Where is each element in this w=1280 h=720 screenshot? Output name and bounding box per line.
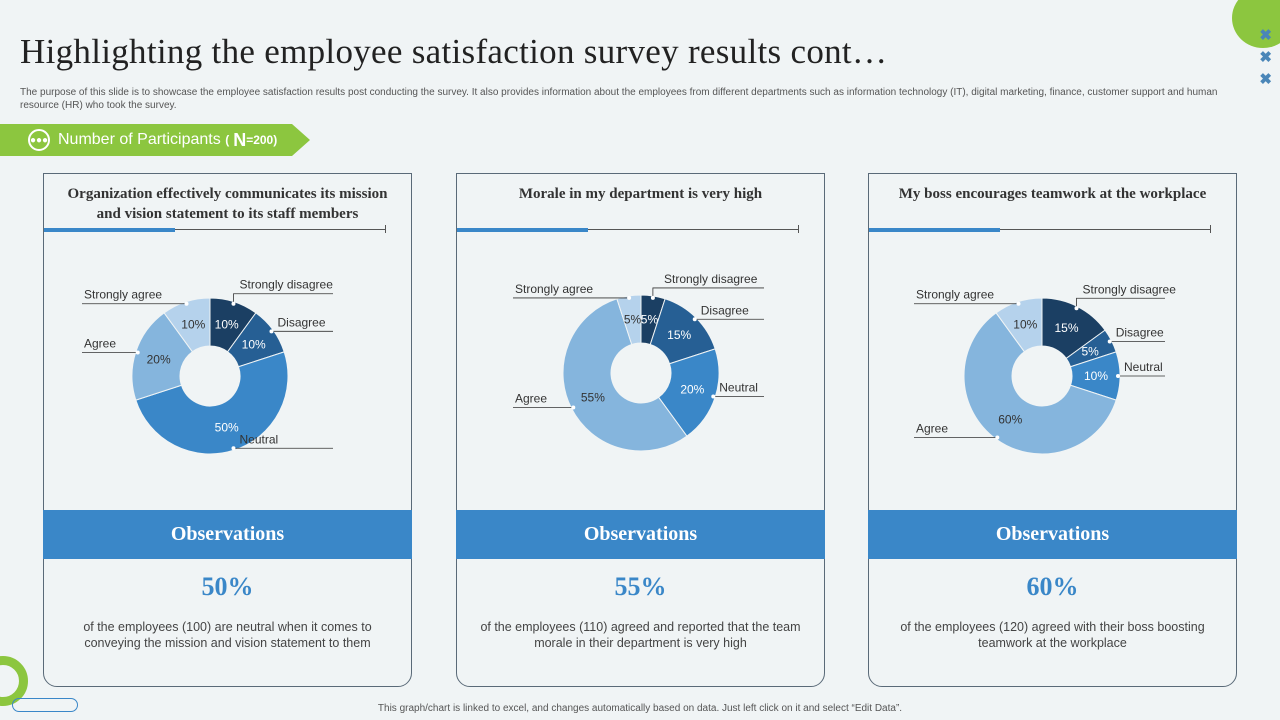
data-label: 10%: [242, 337, 266, 351]
data-label: 10%: [215, 318, 239, 332]
cross-icon: ✖: [1259, 71, 1272, 88]
observation-percent: 55%: [614, 572, 667, 601]
donut-chart: 15% Strongly disagree 5% Disagree 10% Neutral…: [914, 282, 1177, 455]
observations-header: Observations: [43, 510, 412, 559]
category-label: Neutral: [239, 432, 278, 446]
leader-line: [652, 287, 764, 298]
leader-dot: [995, 435, 1000, 440]
leader-dot: [135, 350, 140, 355]
observations-header: Observations: [456, 510, 825, 559]
page-title: Highlighting the employee satisfaction s…: [20, 32, 888, 71]
category-label: Agree: [84, 337, 116, 351]
data-label: 5%: [641, 313, 659, 327]
leader-dot: [692, 317, 697, 322]
cross-icon: ✖: [1259, 27, 1272, 44]
category-label: Strongly agree: [916, 288, 994, 302]
donut-chart: 5% Strongly disagree 15% Disagree 20% Neutral…: [513, 272, 764, 452]
leader-dot: [571, 405, 576, 410]
data-label: 55%: [581, 391, 605, 405]
category-label: Strongly disagree: [1083, 282, 1177, 296]
category-label: Disagree: [277, 315, 325, 329]
category-label: Strongly agree: [84, 288, 162, 302]
title-underline: [457, 225, 799, 233]
data-label: 5%: [1081, 344, 1099, 358]
leader-dot: [231, 301, 236, 306]
decorative-pill: [12, 698, 78, 712]
survey-card: My boss encourages teamwork at the workp…: [868, 173, 1237, 687]
category-label: Agree: [515, 392, 547, 406]
category-label: Neutral: [719, 380, 758, 394]
card-question: Organization effectively communicates it…: [67, 186, 388, 222]
donut-slice-strongly-agree[interactable]: [163, 297, 211, 353]
banner-n-letter: N: [233, 129, 247, 150]
title-underline: [869, 225, 1211, 233]
banner-n-value: =200): [246, 133, 278, 147]
data-label: 5%: [624, 313, 642, 327]
observation-percent: 50%: [201, 572, 254, 601]
category-label: Disagree: [1116, 325, 1164, 339]
data-label: 10%: [181, 318, 205, 332]
data-label: 10%: [1013, 318, 1037, 332]
donut-chart: 10% Strongly disagree 10% Disagree 50%Neutra…: [82, 278, 333, 455]
leader-dot: [269, 329, 274, 334]
data-label: 20%: [680, 383, 704, 397]
leader-dot: [184, 301, 189, 306]
observations-header: Observations: [868, 510, 1237, 559]
leader-dot: [1116, 374, 1120, 378]
category-label: Disagree: [701, 303, 749, 317]
leader-dot: [627, 295, 632, 300]
category-label: Strongly disagree: [664, 272, 758, 286]
leader-dot: [231, 446, 236, 451]
banner-label: Number of Participants: [58, 131, 221, 148]
category-label: Agree: [916, 421, 948, 435]
survey-card: Morale in my department is very high 5% S…: [456, 173, 825, 687]
card-question: Morale in my department is very high: [518, 186, 763, 202]
category-label: Strongly disagree: [239, 278, 333, 292]
leader-line: [233, 293, 333, 304]
leader-dot: [1107, 339, 1112, 344]
leader-line: [1076, 297, 1165, 309]
observation-text: of the employees (100) are neutral when …: [83, 620, 372, 650]
leader-dot: [711, 394, 716, 399]
category-label: Strongly agree: [515, 282, 593, 296]
donut-slice-agree[interactable]: [562, 298, 688, 452]
leader-dot: [1074, 306, 1079, 311]
donut-slice-strongly-agree[interactable]: [616, 294, 642, 346]
title-underline: [44, 225, 386, 233]
donut-slice-neutral[interactable]: [657, 348, 720, 437]
donut-slice-agree[interactable]: [131, 312, 194, 401]
data-label: 15%: [667, 328, 691, 342]
observation-text: of the employees (120) agreed with their…: [900, 620, 1205, 650]
cross-icon: ✖: [1259, 49, 1272, 66]
category-label: Neutral: [1124, 360, 1163, 374]
observation-text: of the employees (110) agreed and report…: [480, 620, 801, 650]
banner-n-prefix: (: [225, 133, 230, 147]
decorative-green-blob: [1232, 0, 1280, 48]
leader-dot: [1016, 301, 1021, 306]
leader-dot: [650, 295, 655, 300]
people-group-icon: ●●●: [28, 129, 50, 151]
data-label: 20%: [147, 352, 171, 366]
card-question: My boss encourages teamwork at the workp…: [898, 186, 1207, 202]
data-label: 15%: [1054, 321, 1078, 335]
footer-note: This graph/chart is linked to excel, and…: [377, 703, 903, 714]
donut-slice-strongly-agree[interactable]: [995, 297, 1043, 353]
data-label: 10%: [1084, 369, 1108, 383]
donut-slice-neutral[interactable]: [135, 351, 289, 455]
participants-banner: ●●● Number of Participants (N =200): [0, 124, 310, 156]
observation-percent: 60%: [1026, 572, 1079, 601]
page-description: The purpose of this slide is to showcase…: [20, 87, 1218, 111]
data-label: 60%: [998, 413, 1022, 427]
donut-slice-agree[interactable]: [963, 312, 1117, 455]
data-label: 50%: [215, 420, 239, 434]
survey-card: Organization effectively communicates it…: [43, 173, 412, 687]
